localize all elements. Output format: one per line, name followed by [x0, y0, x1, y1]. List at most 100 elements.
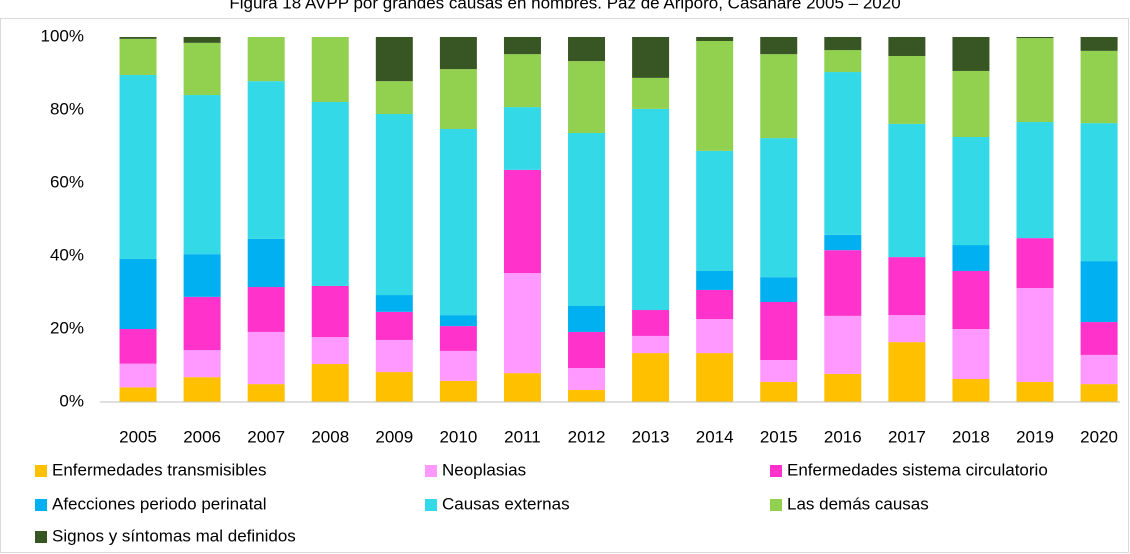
bar-segment — [696, 319, 734, 354]
bar-segment — [824, 373, 862, 402]
bar-segment — [183, 350, 221, 378]
bar-segment — [760, 360, 798, 382]
bar-segment — [760, 277, 798, 302]
bar-segment — [119, 387, 157, 402]
legend-label: Neoplasias — [442, 460, 526, 479]
bar-segment — [760, 37, 798, 55]
bar-segment — [824, 315, 862, 374]
bar-segment — [119, 329, 157, 364]
bar-segment — [1016, 288, 1054, 382]
x-tick-label: 2020 — [1080, 427, 1118, 446]
x-tick-label: 2014 — [696, 427, 734, 446]
y-tick-label: 60% — [50, 172, 84, 191]
bar-segment — [568, 306, 606, 332]
bar-segment — [311, 364, 349, 402]
bar-segment — [952, 137, 990, 246]
x-tick-label: 2005 — [119, 427, 157, 446]
bar-segment — [119, 363, 157, 388]
y-tick-label: 20% — [50, 318, 84, 337]
x-tick-label: 2013 — [632, 427, 670, 446]
bar-segment — [824, 72, 862, 235]
bar-segment — [1080, 354, 1118, 385]
legend-label: Signos y síntomas mal definidos — [52, 526, 296, 545]
legend-swatch — [35, 531, 47, 543]
bar-segment — [439, 128, 477, 316]
bar-segment — [952, 245, 990, 271]
bar-segment — [311, 337, 349, 365]
bar-segment — [760, 138, 798, 278]
x-tick-label: 2019 — [1016, 427, 1054, 446]
legend-swatch — [35, 499, 47, 511]
legend-swatch — [770, 465, 782, 477]
bar-segment — [503, 107, 541, 170]
bar-segment — [439, 37, 477, 70]
bar-segment — [375, 339, 413, 373]
bar-segment — [183, 37, 221, 43]
bar-segment — [632, 108, 670, 311]
bar-segment — [311, 37, 349, 102]
bar-segment — [503, 37, 541, 55]
bar-segment — [183, 377, 221, 402]
legend-label: Las demás causas — [787, 494, 929, 513]
bar-segment — [632, 77, 670, 109]
bar-segment — [1016, 37, 1054, 39]
bar-segment — [696, 289, 734, 320]
bar-segment — [439, 326, 477, 351]
bar-segment — [952, 329, 990, 380]
legend-label: Afecciones periodo perinatal — [52, 494, 267, 513]
bar-segment — [952, 70, 990, 138]
legend-label: Causas externas — [442, 494, 570, 513]
bar-segment — [119, 38, 157, 75]
bar-segment — [503, 273, 541, 374]
bar-segment — [760, 54, 798, 139]
bar-segment — [696, 150, 734, 271]
bar-segment — [568, 331, 606, 369]
bar-segment — [824, 50, 862, 73]
bar-segment — [952, 270, 990, 329]
bar-segment — [375, 81, 413, 115]
chart-frame — [0, 18, 1129, 553]
bar-segment — [247, 384, 285, 402]
bar-segment — [1080, 37, 1118, 51]
bar-segment — [247, 238, 285, 288]
bar-segment — [632, 353, 670, 402]
bar-segment — [888, 342, 926, 402]
legend-swatch — [35, 465, 47, 477]
bar-segment — [439, 350, 477, 381]
bar-segment — [119, 74, 157, 259]
bar-segment — [375, 37, 413, 82]
bar-segment — [696, 37, 734, 42]
bar-segment — [696, 270, 734, 290]
bar-segment — [439, 69, 477, 129]
bar-segment — [1016, 38, 1054, 123]
bar-segment — [311, 285, 349, 338]
legend-swatch — [770, 499, 782, 511]
bar-segment — [696, 353, 734, 402]
bar-segment — [375, 295, 413, 312]
y-tick-label: 80% — [50, 99, 84, 118]
bar-segment — [439, 380, 477, 402]
bar-segment — [375, 372, 413, 402]
bar-segment — [439, 315, 477, 327]
x-tick-label: 2007 — [247, 427, 285, 446]
bar-segment — [888, 55, 926, 124]
bar-segment — [952, 379, 990, 402]
bar-segment — [183, 296, 221, 351]
bar-segment — [696, 41, 734, 151]
bar-segment — [568, 132, 606, 307]
x-tick-label: 2008 — [311, 427, 349, 446]
bar-segment — [375, 311, 413, 340]
bar-segment — [1080, 50, 1118, 124]
bar-segment — [760, 301, 798, 361]
bar-segment — [888, 315, 926, 343]
x-tick-label: 2006 — [183, 427, 221, 446]
bar-segment — [1016, 238, 1054, 289]
bar-segment — [952, 37, 990, 71]
bar-segment — [247, 331, 285, 385]
bar-segment — [888, 123, 926, 258]
y-tick-label: 100% — [41, 26, 84, 45]
bar-segment — [1080, 384, 1118, 402]
chart-title: Figura 18 AVPP por grandes causas en hom… — [229, 0, 900, 12]
x-tick-label: 2018 — [952, 427, 990, 446]
